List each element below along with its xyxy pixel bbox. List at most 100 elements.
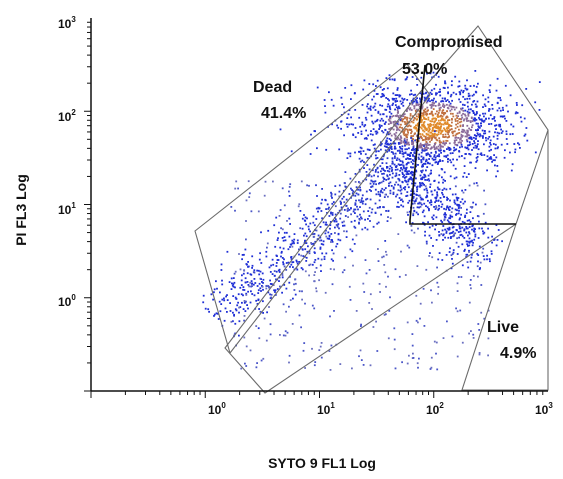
event-point	[390, 134, 393, 137]
event-point	[432, 124, 435, 126]
event-point	[217, 318, 220, 320]
event-point	[477, 148, 480, 151]
event-point	[285, 269, 288, 271]
event-point	[353, 208, 356, 211]
event-point	[422, 139, 424, 141]
event-point	[494, 164, 496, 167]
event-point	[426, 133, 428, 136]
event-point	[440, 219, 442, 222]
event-point	[300, 326, 302, 329]
event-point	[288, 281, 291, 284]
event-point	[489, 114, 492, 117]
event-point	[278, 276, 281, 279]
event-point	[301, 290, 303, 293]
event-point	[473, 182, 476, 185]
event-point	[379, 182, 381, 184]
event-point	[471, 228, 473, 231]
event-point	[471, 244, 474, 247]
event-point	[232, 295, 235, 297]
event-point	[475, 129, 478, 132]
event-point	[499, 97, 501, 99]
event-point	[335, 245, 338, 248]
event-point	[437, 208, 440, 211]
event-point	[473, 227, 476, 230]
event-point	[436, 266, 438, 269]
event-point	[291, 245, 294, 248]
event-point	[428, 129, 431, 132]
event-point	[386, 150, 389, 153]
event-point	[465, 231, 468, 234]
event-point	[350, 116, 352, 119]
event-point	[465, 227, 468, 230]
event-point	[378, 125, 381, 128]
event-point	[364, 259, 367, 261]
event-point	[446, 131, 449, 134]
event-point	[324, 291, 327, 294]
event-point	[403, 174, 405, 177]
event-point	[400, 250, 402, 253]
event-point	[262, 282, 264, 284]
event-point	[476, 265, 479, 268]
event-point	[428, 179, 431, 182]
event-point	[437, 133, 440, 136]
event-point	[308, 264, 311, 267]
event-point	[242, 308, 245, 310]
event-point	[248, 285, 251, 288]
event-point	[454, 232, 457, 235]
event-point	[447, 236, 450, 239]
event-point	[292, 297, 294, 300]
event-point	[467, 105, 469, 108]
event-point	[458, 85, 461, 87]
event-point	[425, 242, 428, 245]
event-point	[450, 112, 452, 115]
event-point	[369, 198, 372, 201]
event-point	[404, 123, 407, 125]
event-point	[424, 111, 427, 113]
event-point	[419, 185, 421, 188]
event-point	[390, 185, 393, 187]
event-point	[406, 133, 409, 136]
event-point	[429, 252, 431, 254]
event-point	[382, 155, 385, 158]
event-point	[330, 241, 332, 243]
event-point	[442, 337, 445, 339]
event-point	[269, 271, 272, 273]
live-gate-name: Live	[487, 319, 519, 336]
event-point	[468, 184, 471, 187]
event-point	[370, 114, 373, 117]
event-point	[428, 226, 431, 229]
event-point	[363, 167, 365, 169]
event-point	[392, 151, 394, 154]
event-point	[411, 188, 413, 191]
event-point	[331, 239, 333, 241]
event-point	[384, 142, 387, 145]
event-point	[322, 240, 325, 243]
event-point	[410, 172, 412, 175]
event-point	[385, 109, 388, 111]
event-point	[263, 317, 266, 320]
event-point	[490, 157, 493, 160]
event-point	[441, 117, 443, 120]
event-point	[397, 116, 400, 119]
event-point	[391, 115, 393, 118]
event-point	[443, 113, 445, 116]
event-point	[375, 169, 377, 171]
event-point	[380, 124, 383, 127]
event-point	[436, 193, 439, 196]
event-point	[482, 106, 484, 108]
event-point	[418, 137, 421, 140]
event-point	[480, 125, 482, 127]
event-point	[328, 215, 331, 217]
event-point	[289, 275, 291, 278]
event-point	[440, 206, 443, 208]
event-point	[385, 210, 387, 212]
event-point	[525, 127, 528, 129]
event-point	[366, 228, 369, 231]
event-point	[358, 199, 360, 202]
event-point	[304, 270, 307, 273]
event-point	[404, 78, 407, 81]
event-point	[283, 258, 285, 261]
event-point	[358, 157, 361, 160]
event-point	[488, 258, 491, 260]
event-point	[451, 131, 454, 133]
